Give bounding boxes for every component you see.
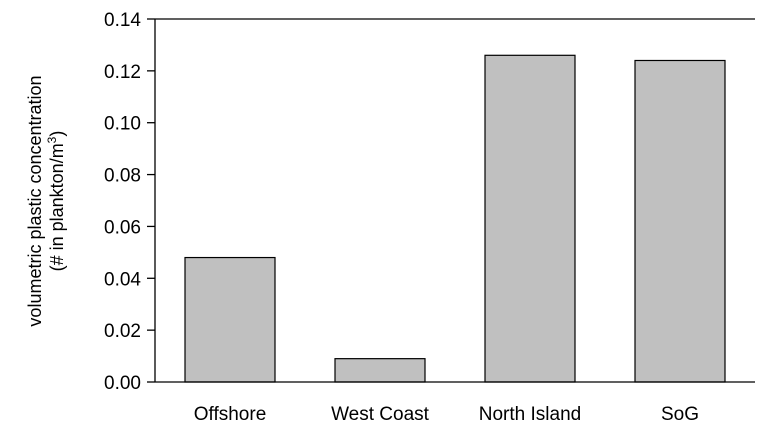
x-tick-label: Offshore (194, 404, 267, 425)
bar-west-coast (334, 358, 426, 383)
y-tick-label: 0.10 (104, 114, 141, 135)
bars-group (184, 54, 726, 383)
y-tick-label: 0.06 (104, 217, 141, 238)
bar-north-island (484, 54, 576, 383)
y-axis-unit-superscript: 3 (45, 136, 59, 143)
x-tick-label: West Coast (331, 404, 430, 425)
y-tick-label: 0.02 (104, 321, 141, 342)
y-tick-label: 0.08 (104, 166, 141, 187)
y-axis-unit: (# in plankton/m3) (45, 131, 67, 272)
x-tick-label: North Island (479, 404, 581, 425)
y-axis-title-line1: volumetric plastic concentration (25, 75, 45, 326)
x-axis-labels: Offshore West Coast North Island SoG (194, 404, 699, 425)
y-tick-label: 0.00 (104, 373, 141, 394)
x-tick-label: SoG (661, 404, 699, 425)
y-tick-label: 0.04 (104, 269, 141, 290)
y-axis-title: volumetric plastic concentration (25, 75, 45, 326)
y-axis-unit-text: (# in plankton/m (47, 143, 67, 271)
y-tick-label: 0.14 (104, 10, 141, 31)
y-tick-label: 0.12 (104, 62, 141, 83)
y-axis-ticks: 0.00 0.02 0.04 0.06 0.08 0.10 0.12 0.14 (104, 10, 155, 394)
bar-sog (634, 59, 726, 383)
bar-offshore (184, 256, 276, 383)
y-axis-unit-close: ) (47, 131, 67, 137)
